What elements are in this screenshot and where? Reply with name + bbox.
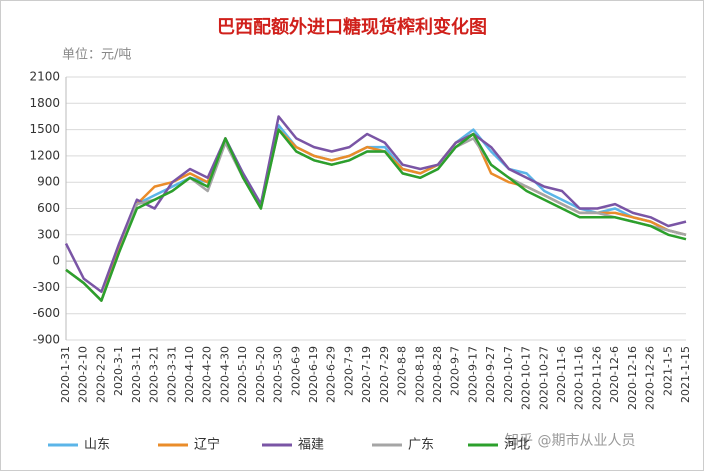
x-tick-label: 2020-9-17 (466, 346, 479, 403)
x-tick-label: 2020-5-20 (254, 346, 267, 403)
series-line (65, 128, 687, 302)
x-tick-label: 2020-3-11 (130, 346, 143, 403)
x-tick-label: 2020-8-18 (413, 346, 426, 403)
x-tick-label: 2020-10-17 (520, 346, 533, 410)
x-tick-label: 2020-12-16 (626, 346, 639, 410)
watermark: 知乎 @期市从业人员 (505, 432, 635, 449)
x-tick-label: 2020-4-20 (201, 346, 214, 403)
x-tick-label: 2021-1-15 (679, 346, 692, 403)
x-tick-label: 2020-2-10 (77, 346, 90, 403)
x-tick-label: 2021-1-5 (661, 346, 674, 396)
x-tick-label: 2020-3-1 (112, 346, 125, 396)
unit-label: 单位：元/吨 (62, 48, 131, 63)
legend-label: 辽宁 (194, 437, 220, 453)
x-tick-label: 2020-4-10 (183, 346, 196, 403)
x-tick-label: 2020-5-30 (272, 346, 285, 403)
x-tick-label: 2020-12-6 (608, 346, 621, 403)
x-tick-label: 2020-1-31 (59, 346, 72, 403)
x-tick-label: 2020-4-30 (218, 346, 231, 403)
y-tick-label: 1200 (29, 148, 60, 162)
x-tick-label: 2020-6-29 (325, 346, 338, 403)
x-tick-label: 2020-3-31 (165, 346, 178, 403)
y-tick-label: 2100 (29, 70, 60, 84)
legend-label: 河北 (504, 438, 530, 453)
x-tick-label: 2020-7-9 (342, 346, 355, 396)
y-tick-label: 600 (37, 201, 60, 215)
x-tick-label: 2020-10-27 (537, 346, 550, 410)
legend-label: 福建 (298, 438, 324, 453)
x-tick-label: 2020-7-29 (378, 346, 391, 403)
y-tick-label: -600 (33, 306, 60, 320)
y-tick-label: 0 (52, 254, 60, 268)
x-tick-label: 2020-9-7 (449, 346, 462, 396)
x-tick-label: 2020-8-28 (431, 346, 444, 403)
x-tick-label: 2020-11-6 (555, 346, 568, 403)
x-tick-label: 2020-5-10 (236, 346, 249, 403)
x-tick-label: 2020-7-19 (360, 346, 373, 403)
x-tick-label: 2020-3-21 (148, 346, 161, 403)
x-tick-label: 2020-12-26 (644, 346, 657, 410)
y-tick-label: 1800 (29, 96, 60, 110)
chart-title: 巴西配额外进口糖现货榨利变化图 (217, 16, 487, 38)
x-tick-label: 2020-11-16 (573, 346, 586, 410)
x-tick-label: 2020-6-9 (289, 346, 302, 396)
legend-label: 山东 (84, 438, 110, 453)
series-line (64, 115, 687, 294)
y-tick-label: -300 (33, 280, 60, 294)
y-tick-label: 300 (37, 227, 60, 241)
x-tick-label: 2020-9-27 (484, 346, 497, 403)
x-tick-label: 2020-2-20 (94, 346, 107, 403)
x-tick-label: 2020-6-19 (307, 346, 320, 403)
x-tick-label: 2020-10-7 (502, 346, 515, 403)
x-tick-label: 2020-8-8 (396, 346, 409, 396)
legend-label: 广东 (408, 438, 434, 453)
x-tick-label: 2020-11-26 (590, 346, 603, 410)
y-tick-label: -900 (33, 333, 60, 347)
y-tick-label: 1500 (29, 122, 60, 136)
y-tick-label: 900 (37, 175, 60, 189)
